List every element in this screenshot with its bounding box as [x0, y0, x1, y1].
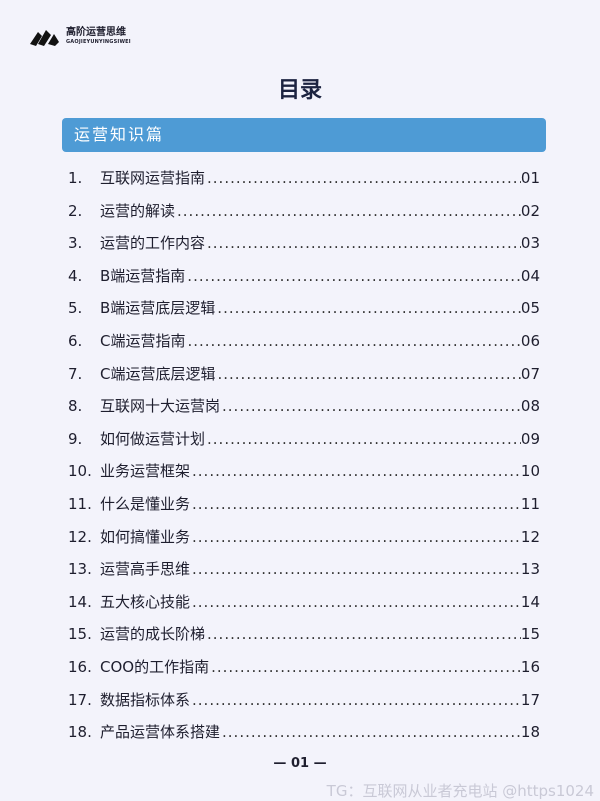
logo-mark-icon — [30, 30, 59, 46]
toc-label: 互联网运营指南 — [100, 169, 206, 187]
toc-leader — [177, 195, 521, 228]
toc-item[interactable]: 2. 运营的解读 02 — [68, 195, 540, 228]
toc-item[interactable]: 4. B端运营指南 04 — [68, 260, 540, 293]
toc-item[interactable]: 13. 运营高手思维 13 — [68, 553, 540, 586]
toc-leader — [211, 651, 521, 684]
toc-item[interactable]: 5. B端运营底层逻辑 05 — [68, 292, 540, 325]
toc-label: B端运营指南 — [100, 266, 186, 285]
toc-label: 互联网十大运营岗 — [100, 397, 221, 416]
toc-number: 5. — [68, 299, 83, 318]
toc-leader — [222, 716, 521, 749]
toc-page: 01 — [520, 169, 540, 187]
toc-page: 16 — [520, 657, 540, 676]
toc-page: 09 — [520, 429, 540, 448]
toc-page: 18 — [520, 723, 540, 742]
toc-page: 17 — [520, 690, 540, 709]
toc-item[interactable]: 17. 数据指标体系 17 — [68, 684, 540, 717]
toc-item[interactable]: 9. 如何做运营计划 09 — [68, 423, 540, 456]
toc-number: 9. — [68, 429, 83, 448]
logo-name-en: GAOJIEYUNYINGSIWEI — [66, 39, 131, 45]
toc-number: 17. — [68, 690, 92, 709]
logo: 高阶运营思维 GAOJIEYUNYINGSIWEI — [28, 24, 131, 48]
toc-item[interactable]: 14. 五大核心技能 14 — [68, 586, 540, 619]
toc-label: 什么是懂业务 — [100, 494, 191, 513]
toc-page: 06 — [520, 331, 540, 350]
toc-leader — [207, 227, 521, 260]
toc-number: 7. — [68, 364, 83, 383]
toc-item[interactable]: 6. C端运营指南 06 — [68, 325, 540, 358]
toc-label: 运营的工作内容 — [100, 234, 206, 253]
toc-number: 2. — [68, 201, 83, 220]
toc-item[interactable]: 1. 互联网运营指南 01 — [68, 162, 540, 195]
toc-page: 05 — [520, 299, 540, 318]
toc-number: 13. — [68, 560, 92, 579]
toc-leader — [217, 358, 520, 391]
toc-list: 1. 互联网运营指南 01 2. 运营的解读 02 3. 运营的工作内容 03 4. B端运营指南 0… — [68, 162, 540, 749]
toc-page: 03 — [520, 234, 540, 253]
toc-number: 1. — [68, 169, 83, 187]
toc-number: 12. — [68, 527, 92, 546]
toc-item[interactable]: 18. 产品运营体系搭建 18 — [68, 716, 540, 749]
toc-label: 产品运营体系搭建 — [100, 723, 221, 742]
toc-label: 数据指标体系 — [100, 690, 191, 709]
toc-leader — [192, 488, 521, 521]
section-header: 运营知识篇 — [62, 118, 546, 152]
toc-number: 4. — [68, 266, 83, 285]
toc-item[interactable]: 15. 运营的成长阶梯 15 — [68, 618, 540, 651]
page-title: 目录 — [277, 78, 322, 103]
toc-page: 15 — [520, 625, 540, 644]
toc-number: 16. — [68, 657, 92, 676]
toc-label: C端运营指南 — [100, 331, 186, 350]
toc-label: B端运营底层逻辑 — [100, 299, 216, 318]
toc-leader — [207, 423, 521, 456]
toc-label: 五大核心技能 — [100, 592, 191, 611]
toc-label: 运营的解读 — [100, 201, 176, 220]
toc-label: 如何搞懂业务 — [100, 527, 191, 546]
toc-leader — [187, 325, 520, 358]
toc-number: 3. — [68, 234, 83, 253]
toc-leader — [187, 260, 521, 293]
toc-number: 6. — [68, 331, 83, 350]
logo-name-cn: 高阶运营思维 — [66, 27, 126, 38]
toc-number: 15. — [68, 625, 92, 644]
toc-page: 08 — [520, 397, 540, 416]
toc-leader — [192, 455, 521, 488]
toc-item[interactable]: 3. 运营的工作内容 03 — [68, 227, 540, 260]
toc-label: 业务运营框架 — [100, 462, 191, 481]
toc-leader — [207, 162, 521, 195]
toc-item[interactable]: 7. C端运营底层逻辑 07 — [68, 358, 540, 391]
toc-label: C端运营底层逻辑 — [100, 364, 216, 383]
toc-leader — [222, 390, 521, 423]
watermark: TG：互联网从业者充电站 @https1024 — [326, 782, 594, 800]
toc-leader — [192, 684, 521, 717]
toc-label: 运营的成长阶梯 — [100, 625, 206, 644]
toc-page: 04 — [520, 266, 540, 285]
toc-label: 运营高手思维 — [100, 560, 191, 579]
toc-item[interactable]: 8. 互联网十大运营岗 08 — [68, 390, 540, 423]
toc-label: 如何做运营计划 — [100, 429, 206, 448]
toc-number: 10. — [68, 462, 92, 481]
toc-leader — [192, 586, 521, 619]
toc-number: 14. — [68, 592, 92, 611]
toc-label: COO的工作指南 — [100, 657, 210, 676]
toc-leader — [192, 521, 521, 554]
toc-number: 11. — [68, 494, 92, 513]
toc-page: 10 — [520, 462, 540, 481]
toc-page: 14 — [520, 592, 540, 611]
toc-page: 13 — [520, 560, 540, 579]
toc-item[interactable]: 10. 业务运营框架 10 — [68, 455, 540, 488]
toc-number: 18. — [68, 723, 92, 742]
toc-leader — [217, 292, 521, 325]
toc-leader — [192, 553, 521, 586]
toc-leader — [207, 618, 521, 651]
toc-page: 07 — [520, 364, 540, 383]
toc-number: 8. — [68, 397, 83, 416]
toc-item[interactable]: 12. 如何搞懂业务 12 — [68, 521, 540, 554]
toc-item[interactable]: 16. COO的工作指南 16 — [68, 651, 540, 684]
toc-item[interactable]: 11. 什么是懂业务 11 — [68, 488, 540, 521]
toc-page: 02 — [520, 201, 540, 220]
page-number: — 01 — — [273, 756, 327, 771]
toc-page: 11 — [520, 494, 540, 513]
toc-page: 12 — [520, 527, 540, 546]
